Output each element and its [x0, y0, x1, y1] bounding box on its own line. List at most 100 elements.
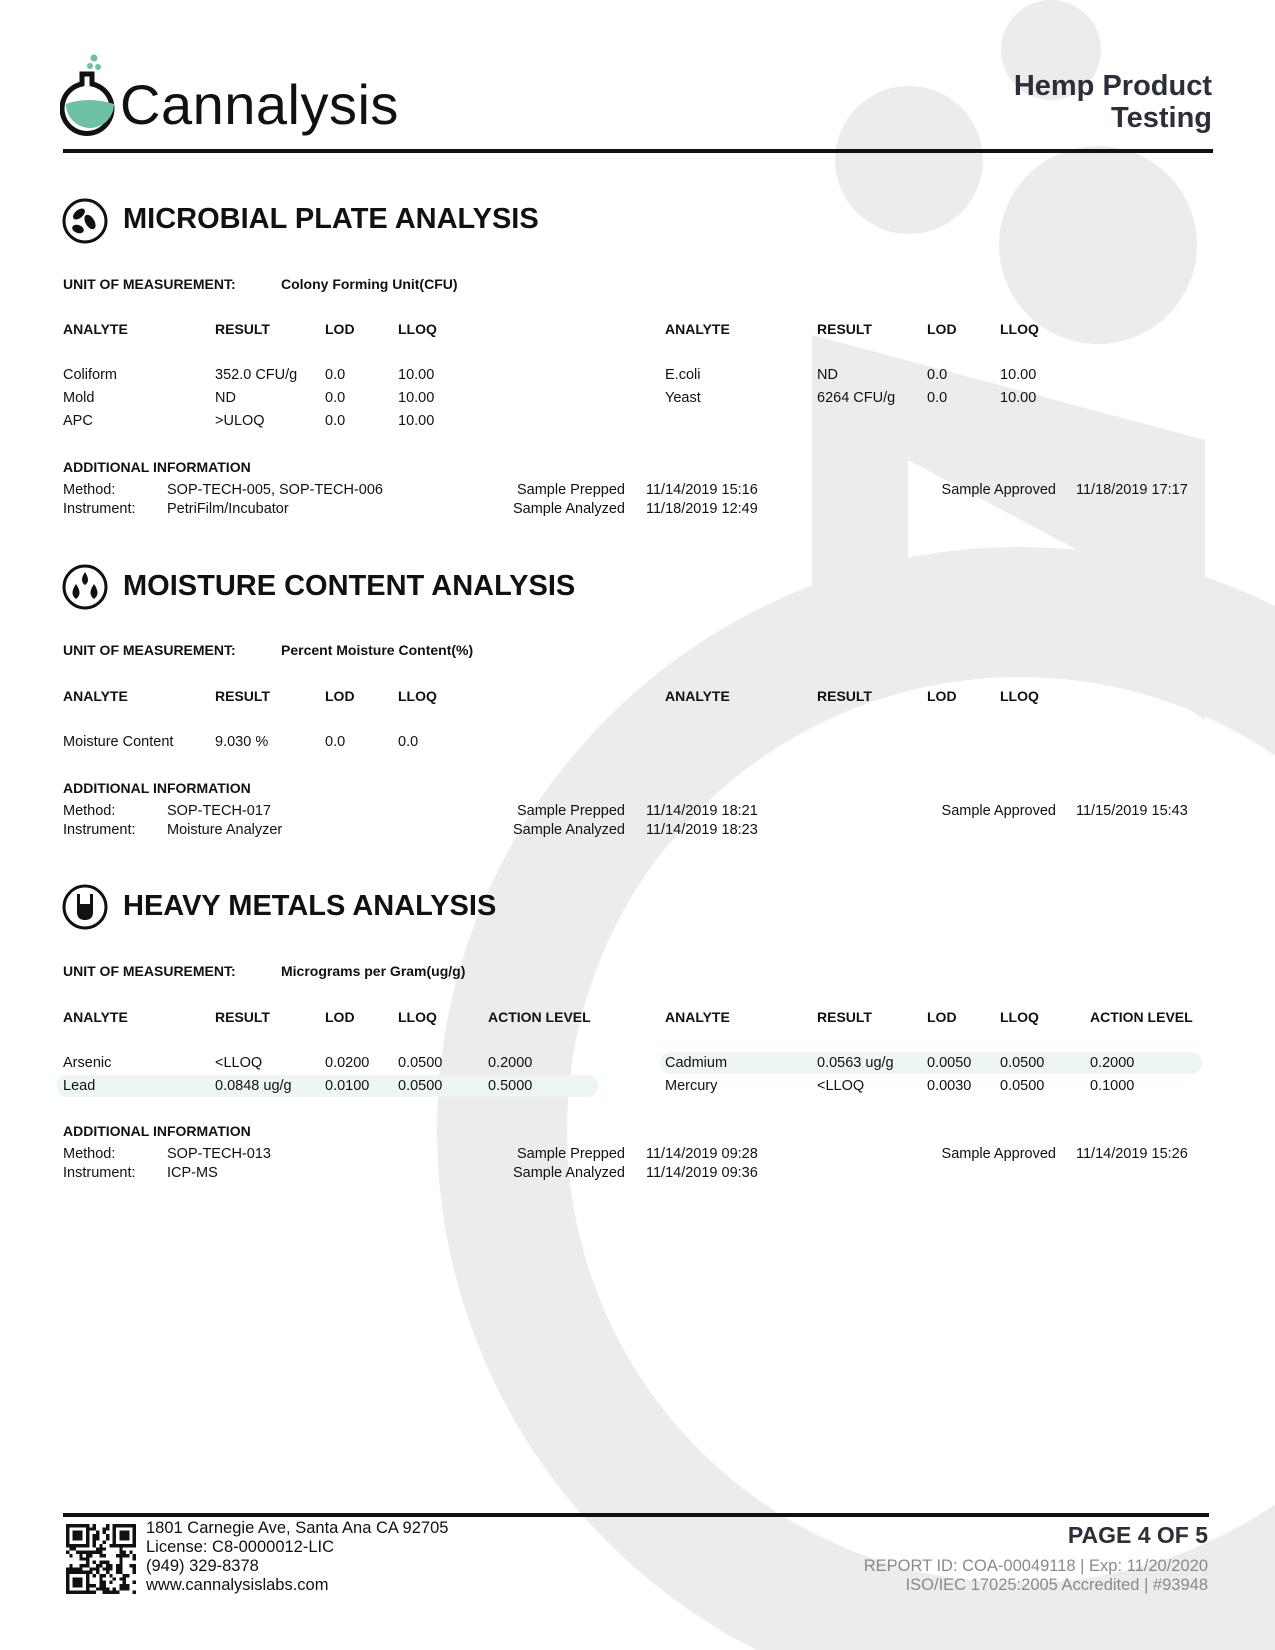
- unit-value: Colony Forming Unit(CFU): [281, 276, 458, 292]
- footer-divider: [63, 1513, 1209, 1517]
- brand-name: Cannalysis: [120, 73, 399, 136]
- qr-code-icon: [66, 1524, 136, 1594]
- cell-lloq: 10.00: [398, 413, 435, 429]
- cell-lod: 0.0: [927, 367, 948, 383]
- sample-prepped-value: 11/14/2019 09:28: [646, 1146, 758, 1162]
- cell-lloq: 0.0500: [398, 1055, 443, 1071]
- cell-lloq: 0.0500: [1000, 1078, 1045, 1094]
- additional-info-heading: ADDITIONAL INFORMATION: [63, 780, 251, 796]
- cell-analyte: Lead: [63, 1078, 96, 1094]
- cell-analyte: Moisture Content: [63, 734, 174, 750]
- cell-lod: 0.0030: [927, 1078, 972, 1094]
- cell-lod: 0.0: [325, 413, 346, 429]
- cell-lod: 0.0100: [325, 1078, 370, 1094]
- cell-analyte: Arsenic: [63, 1055, 112, 1071]
- column-header: RESULT: [215, 1009, 270, 1025]
- column-header: ANALYTE: [665, 688, 730, 704]
- column-header: RESULT: [817, 688, 872, 704]
- column-header: LOD: [325, 688, 355, 704]
- doc-title-line2: Testing: [1111, 102, 1212, 134]
- instrument-value: Moisture Analyzer: [167, 822, 283, 838]
- section-title-heavy-metals: HEAVY METALS ANALYSIS: [123, 890, 497, 922]
- column-header: LLOQ: [1000, 1009, 1039, 1025]
- additional-info-heading: ADDITIONAL INFORMATION: [63, 459, 251, 475]
- cell-lloq: 10.00: [398, 390, 435, 406]
- column-header: ACTION LEVEL: [488, 1009, 591, 1025]
- cell-action: 0.5000: [488, 1078, 533, 1094]
- logo-flask-icon: [60, 54, 115, 136]
- header-divider: [63, 149, 1213, 153]
- unit-label: UNIT OF MEASUREMENT:: [63, 963, 236, 979]
- unit-value: Micrograms per Gram(ug/g): [281, 963, 466, 979]
- column-header: LOD: [325, 321, 355, 337]
- sample-analyzed-value: 11/14/2019 18:23: [646, 822, 758, 838]
- row-highlight: [660, 1052, 1202, 1074]
- column-header: LLOQ: [1000, 321, 1039, 337]
- instrument-label: Instrument:: [63, 1165, 136, 1181]
- cell-action: 0.1000: [1090, 1078, 1135, 1094]
- sample-analyzed-value: 11/18/2019 12:49: [646, 501, 758, 517]
- document-title: Hemp Product Testing: [1014, 70, 1212, 134]
- column-header: ANALYTE: [63, 1009, 128, 1025]
- row-highlight: [57, 1075, 598, 1097]
- sample-approved-value: 11/14/2019 15:26: [1076, 1146, 1188, 1162]
- column-header: ACTION LEVEL: [1090, 1009, 1193, 1025]
- sample-approved-label: Sample Approved: [941, 1146, 1056, 1162]
- unit-value: Percent Moisture Content(%): [281, 642, 474, 658]
- footer-address: 1801 Carnegie Ave, Santa Ana CA 92705: [146, 1519, 449, 1537]
- column-header: LLOQ: [1000, 688, 1039, 704]
- cell-lloq: 0.0500: [1000, 1055, 1045, 1071]
- cell-result: ND: [817, 367, 838, 383]
- column-header: LLOQ: [398, 321, 437, 337]
- cell-analyte: APC: [63, 413, 93, 429]
- cell-lloq: 0.0500: [398, 1078, 443, 1094]
- section-title-moisture: MOISTURE CONTENT ANALYSIS: [123, 570, 576, 602]
- cell-lod: 0.0: [325, 390, 346, 406]
- sample-approved-value: 11/15/2019 15:43: [1076, 803, 1188, 819]
- column-header: ANALYTE: [665, 1009, 730, 1025]
- cell-result: 352.0 CFU/g: [215, 367, 298, 383]
- cell-lloq: 0.0: [398, 734, 419, 750]
- unit-label: UNIT OF MEASUREMENT:: [63, 642, 236, 658]
- sample-analyzed-label: Sample Analyzed: [512, 1165, 625, 1181]
- cell-lloq: 10.00: [1000, 367, 1037, 383]
- footer-phone: (949) 329-8378: [146, 1557, 259, 1575]
- column-header: LLOQ: [398, 1009, 437, 1025]
- cell-result: <LLOQ: [817, 1078, 865, 1094]
- sample-prepped-label: Sample Prepped: [516, 803, 625, 819]
- cell-lod: 0.0: [927, 390, 948, 406]
- instrument-value: PetriFilm/Incubator: [167, 501, 289, 517]
- column-header: RESULT: [817, 321, 872, 337]
- column-header: ANALYTE: [665, 321, 730, 337]
- column-header: RESULT: [215, 688, 270, 704]
- cell-result: 0.0848 ug/g: [215, 1078, 292, 1094]
- sample-prepped-label: Sample Prepped: [516, 482, 625, 498]
- cell-lloq: 10.00: [1000, 390, 1037, 406]
- cell-analyte: Yeast: [665, 390, 701, 406]
- footer-website[interactable]: www.cannalysislabs.com: [146, 1576, 329, 1594]
- method-value: SOP-TECH-013: [167, 1146, 271, 1162]
- bacteria-icon: [62, 198, 108, 244]
- cell-action: 0.2000: [1090, 1055, 1135, 1071]
- additional-info-heading: ADDITIONAL INFORMATION: [63, 1123, 251, 1139]
- unit-label: UNIT OF MEASUREMENT:: [63, 276, 236, 292]
- sample-analyzed-value: 11/14/2019 09:36: [646, 1165, 758, 1181]
- report-id: REPORT ID: COA-00049118 | Exp: 11/20/202…: [863, 1557, 1208, 1575]
- method-value: SOP-TECH-017: [167, 803, 271, 819]
- cell-lloq: 10.00: [398, 367, 435, 383]
- section-title-microbial: MICROBIAL PLATE ANALYSIS: [123, 203, 539, 235]
- sample-prepped-value: 11/14/2019 18:21: [646, 803, 758, 819]
- method-label: Method:: [63, 1146, 116, 1162]
- water-drops-icon: [62, 564, 108, 610]
- cell-result: 0.0563 ug/g: [817, 1055, 894, 1071]
- method-label: Method:: [63, 482, 116, 498]
- cell-analyte: Cadmium: [665, 1055, 728, 1071]
- rock-hand-icon: [62, 884, 108, 930]
- cell-result: 6264 CFU/g: [817, 390, 896, 406]
- instrument-label: Instrument:: [63, 501, 136, 517]
- cell-analyte: Mold: [63, 390, 95, 406]
- method-value: SOP-TECH-005, SOP-TECH-006: [167, 482, 383, 498]
- doc-title-line1: Hemp Product: [1013, 70, 1212, 102]
- page-number: PAGE 4 OF 5: [1067, 1522, 1208, 1548]
- cell-result: >ULOQ: [215, 413, 265, 429]
